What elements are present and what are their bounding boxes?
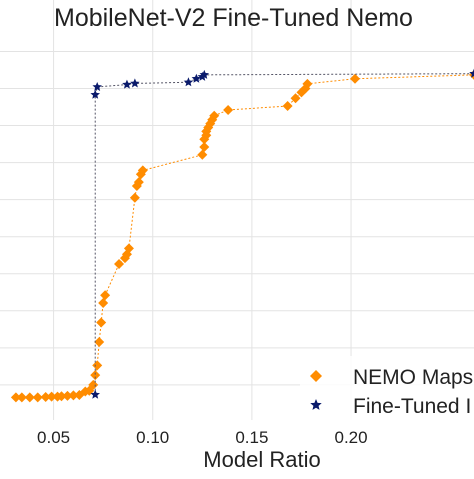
legend-label-fine-tuned: Fine-Tuned I: [353, 395, 471, 418]
legend: NEMO Maps Fine-Tuned I: [300, 356, 474, 420]
data-point: [68, 390, 79, 401]
x-tick-label: 0.05: [37, 428, 70, 447]
legend-background: [300, 356, 474, 420]
data-point: [56, 391, 67, 402]
legend-label-nemo-maps: NEMO Maps: [353, 366, 473, 389]
data-point: [130, 78, 140, 88]
data-point: [122, 79, 132, 89]
x-tick-label: 0.15: [235, 428, 268, 447]
data-point: [62, 390, 73, 401]
data-point: [32, 392, 43, 403]
data-point: [137, 165, 148, 176]
data-point: [282, 101, 293, 112]
data-point: [201, 126, 212, 137]
series-line: [94, 73, 474, 395]
chart-title: MobileNet-V2 Fine-Tuned Nemo: [54, 4, 413, 32]
data-point: [90, 89, 100, 99]
x-tick-label: 0.10: [136, 428, 169, 447]
x-tick-labels: 0.05 0.10 0.15 0.20: [37, 428, 368, 447]
legend-symbol-star: [310, 399, 322, 410]
data-point: [129, 192, 140, 203]
data-point: [94, 337, 105, 347]
data-point: [350, 73, 361, 84]
data-point: [92, 360, 103, 371]
data-point: [302, 78, 313, 89]
data-point: [223, 104, 234, 115]
data-point: [96, 317, 107, 328]
x-axis-label: Model Ratio: [203, 447, 320, 472]
data-point: [209, 110, 220, 121]
data-point: [98, 298, 109, 308]
data-point: [16, 392, 27, 403]
gridlines: [0, 0, 474, 420]
x-tick-label: 0.20: [334, 428, 367, 447]
data-point: [197, 149, 208, 160]
data-point: [290, 93, 301, 104]
data-point: [133, 177, 144, 188]
data-point: [10, 392, 21, 403]
data-point: [90, 389, 100, 399]
data-point: [469, 68, 474, 78]
data-point: [24, 392, 35, 403]
data-point: [199, 69, 210, 79]
data-point: [199, 142, 210, 152]
data-point: [123, 243, 134, 254]
legend-symbol-diamond: [310, 370, 322, 382]
series-layer: [10, 68, 474, 403]
data-point: [88, 379, 99, 390]
data-point: [191, 73, 202, 83]
data-point: [183, 77, 194, 87]
data-point: [100, 290, 111, 301]
data-point: [46, 391, 57, 402]
data-point: [90, 370, 101, 381]
data-point: [114, 259, 125, 269]
data-point: [92, 81, 102, 91]
data-point: [40, 391, 51, 402]
series-0: [10, 69, 474, 403]
series-1: [90, 68, 474, 399]
